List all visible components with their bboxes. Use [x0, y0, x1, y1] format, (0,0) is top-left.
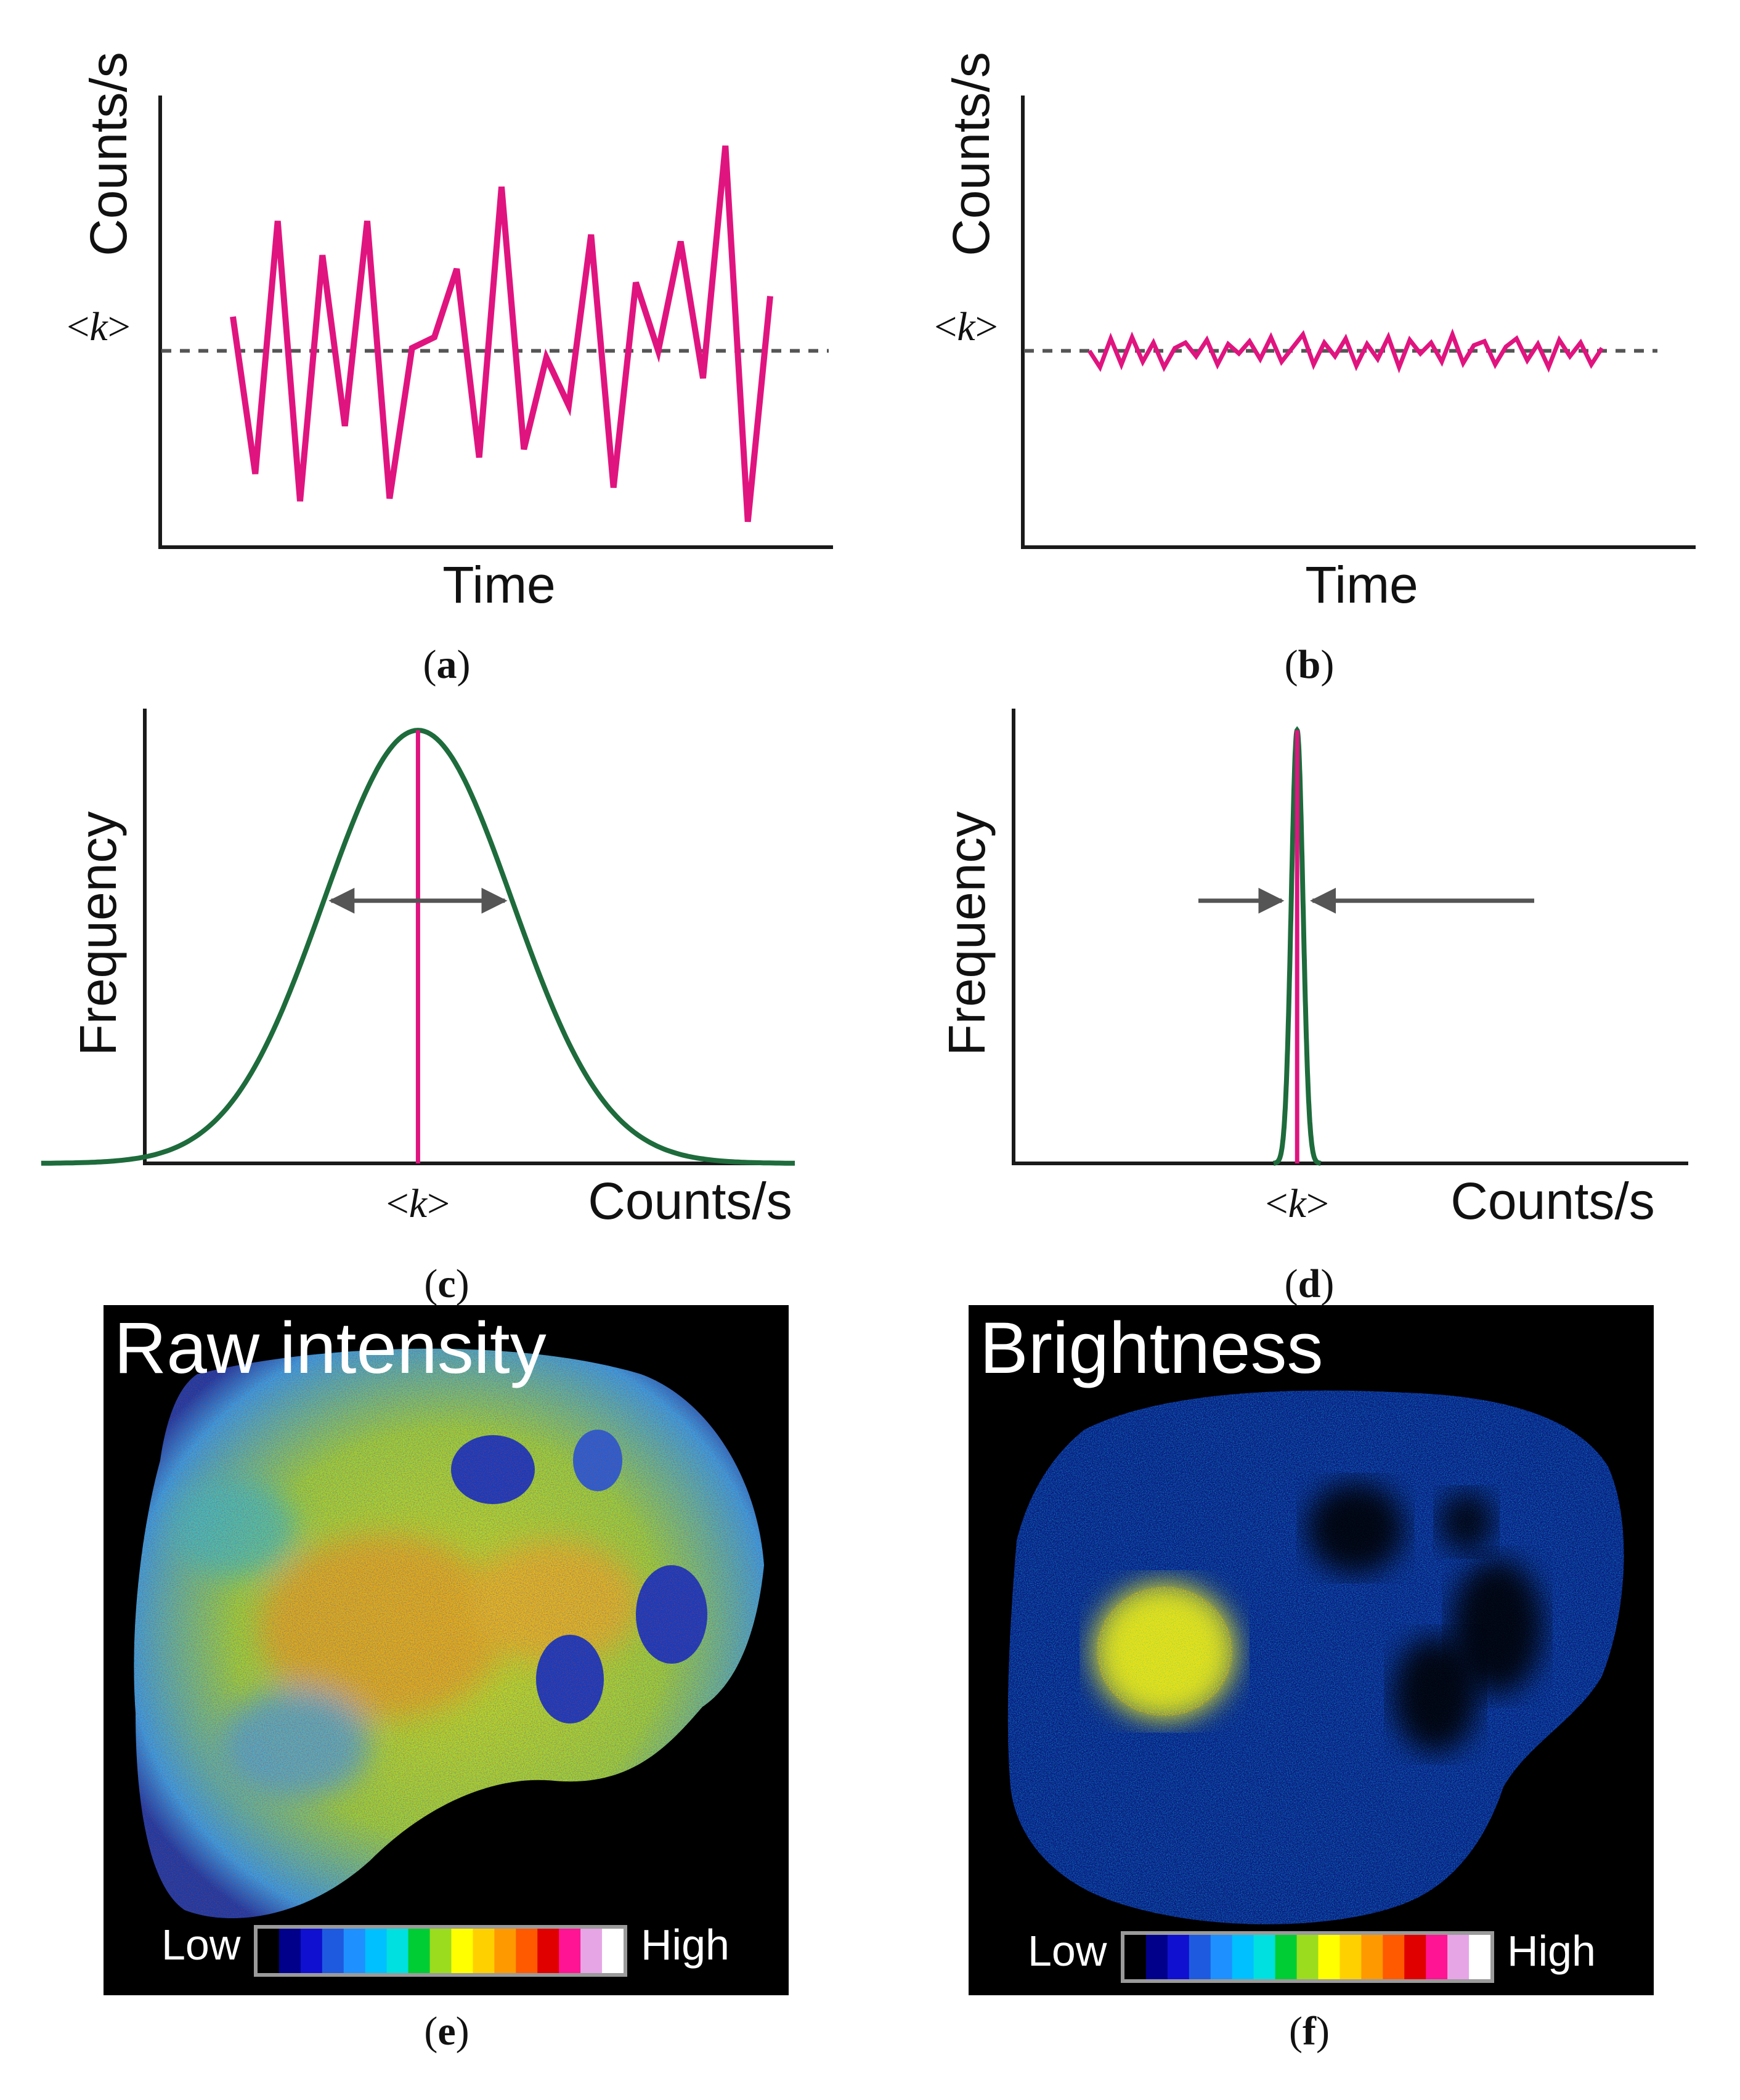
panel-f-brightness-image: Brightness Low High (f): [969, 1305, 1654, 2054]
panel-e-colorbar-swatch: [365, 1929, 388, 1973]
panel-e-colorbar-swatch: [451, 1929, 473, 1973]
panel-f-dark-region-4: [1439, 1491, 1494, 1553]
panel-a-y-label: Counts/s: [79, 52, 137, 256]
panel-f-colorbar-swatch: [1210, 1935, 1233, 1979]
panel-b-mean-label: <k>: [934, 304, 998, 349]
panel-f-colorbar-swatch: [1145, 1935, 1168, 1979]
panel-f-colorbar-swatch: [1124, 1935, 1147, 1979]
panel-e-colorbar-swatch: [559, 1929, 581, 1973]
panel-f-dark-region-3: [1392, 1636, 1479, 1753]
panel-e-colorbar-swatch: [408, 1929, 431, 1973]
panel-f-dark-region-2: [1451, 1559, 1543, 1695]
panel-a-x-label: Time: [442, 556, 556, 614]
panel-e-title: Raw intensity: [114, 1308, 547, 1389]
panel-f-colorbar-swatch: [1340, 1935, 1362, 1979]
panel-a-trace-line: [230, 145, 773, 523]
panel-c-histogram: Frequency <k> Counts/s (c): [41, 709, 795, 1306]
panel-c-label: (c): [424, 1261, 469, 1306]
panel-e-label: (e): [424, 2009, 469, 2054]
panel-f-colorbar-swatch: [1447, 1935, 1470, 1979]
panel-d-x-label: Counts/s: [1450, 1172, 1655, 1230]
panel-f-colorbar-swatch: [1469, 1935, 1491, 1979]
panel-d-mean-label: <k>: [1265, 1181, 1329, 1226]
panel-d-y-label: Frequency: [938, 812, 996, 1056]
panel-a-mean-label: <k>: [67, 304, 131, 349]
panel-c-x-label: Counts/s: [588, 1172, 792, 1230]
panel-b-trace-line: [1088, 328, 1604, 374]
panel-e-colorbar-swatch: [300, 1929, 323, 1973]
panel-f-colorbar-swatch: [1189, 1935, 1211, 1979]
panel-a-label: (a): [423, 642, 471, 687]
panel-f-dark-region-1: [1306, 1482, 1405, 1574]
panel-f-colorbar-swatch: [1253, 1935, 1276, 1979]
panel-d-distribution-curve: [1272, 726, 1322, 1166]
panel-f-colorbar-swatch: [1426, 1935, 1448, 1979]
panel-e-colorbar-frame: [254, 1925, 627, 1977]
panel-e-colorbar-swatch: [580, 1929, 603, 1973]
panel-b-x-label: Time: [1305, 556, 1418, 614]
panel-c-distribution-curve: [41, 728, 795, 1166]
panel-f-colorbar-frame: [1121, 1931, 1494, 1983]
panel-a-intensity-trace: Counts/s <k> Time (a): [67, 52, 833, 687]
panel-e-colorbar-swatch: [537, 1929, 559, 1973]
panel-d-histogram: Frequency <k> Counts/s (d): [938, 709, 1688, 1306]
panel-f-cell: [1007, 1390, 1624, 1924]
panel-e-scale-high: High: [641, 1921, 730, 1969]
panel-e-colorbar-swatch: [258, 1929, 280, 1973]
panel-b-label: (b): [1285, 642, 1335, 687]
panel-e-colorbar-swatch: [343, 1929, 366, 1973]
panel-f-colorbar-swatch: [1232, 1935, 1254, 1979]
panel-f-scale-low: Low: [1028, 1927, 1107, 1975]
panel-f-colorbar: [1124, 1935, 1491, 1979]
panel-e-colorbar-swatch: [516, 1929, 538, 1973]
panel-e-colorbar-swatch: [602, 1929, 624, 1973]
panel-e-scale-low: Low: [161, 1921, 241, 1969]
panel-f-colorbar-swatch: [1404, 1935, 1426, 1979]
panel-f-scale-high: High: [1507, 1927, 1596, 1975]
panel-f-label: (f): [1289, 2009, 1330, 2054]
panel-f-colorbar-swatch: [1167, 1935, 1190, 1979]
panel-e-colorbar-swatch: [278, 1929, 301, 1973]
panel-c-mean-label: <k>: [386, 1181, 450, 1226]
panel-b-y-label: Counts/s: [942, 52, 1000, 256]
panel-f-colorbar-swatch: [1318, 1935, 1340, 1979]
panel-e-colorbar-swatch: [494, 1929, 516, 1973]
panel-e-colorbar-swatch: [386, 1929, 409, 1973]
panel-d-label: (d): [1285, 1261, 1335, 1306]
panel-b-intensity-trace: Counts/s <k> Time (b): [934, 52, 1696, 687]
panel-e-colorbar-swatch: [322, 1929, 344, 1973]
panel-f-colorbar-swatch: [1383, 1935, 1405, 1979]
panel-f-colorbar-swatch: [1275, 1935, 1298, 1979]
panel-e-colorbar: [258, 1929, 624, 1973]
panel-e-colorbar-swatch: [429, 1929, 452, 1973]
panel-c-y-label: Frequency: [69, 812, 127, 1056]
panel-f-title: Brightness: [980, 1308, 1323, 1389]
panel-f-colorbar-swatch: [1296, 1935, 1319, 1979]
panel-e-raw-intensity-image: Raw intensity Low High (e): [104, 1305, 789, 2054]
panel-e-colorbar-swatch: [473, 1929, 495, 1973]
panel-f-colorbar-swatch: [1361, 1935, 1383, 1979]
